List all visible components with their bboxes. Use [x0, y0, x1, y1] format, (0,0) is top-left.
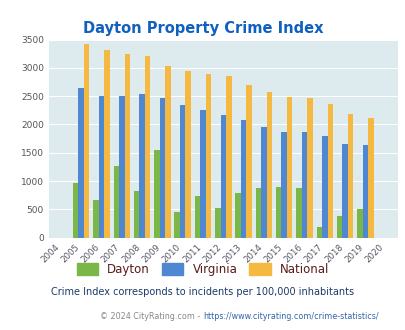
Bar	[139, 94, 145, 238]
Bar	[113, 166, 119, 238]
Bar	[367, 118, 373, 238]
Bar	[159, 98, 165, 238]
Bar	[205, 74, 211, 238]
Legend: Dayton, Virginia, National: Dayton, Virginia, National	[72, 258, 333, 281]
Bar	[301, 132, 307, 238]
Bar	[84, 44, 89, 238]
Bar	[165, 66, 170, 238]
Text: https://www.cityrating.com/crime-statistics/: https://www.cityrating.com/crime-statist…	[202, 312, 378, 321]
Bar	[316, 227, 321, 238]
Bar	[145, 56, 150, 238]
Bar	[307, 98, 312, 238]
Bar	[185, 71, 190, 238]
Bar	[98, 96, 104, 238]
Text: © 2024 CityRating.com -: © 2024 CityRating.com -	[100, 312, 202, 321]
Bar	[93, 200, 98, 238]
Bar	[255, 188, 260, 238]
Bar	[286, 97, 292, 238]
Bar	[134, 191, 139, 238]
Bar	[246, 85, 251, 238]
Bar	[240, 120, 246, 238]
Bar	[362, 146, 367, 238]
Bar	[154, 150, 159, 238]
Bar	[174, 212, 179, 238]
Bar	[281, 132, 286, 238]
Bar	[179, 105, 185, 238]
Bar	[78, 88, 84, 238]
Bar	[119, 96, 124, 238]
Bar	[124, 54, 130, 238]
Bar	[266, 92, 271, 238]
Bar	[220, 115, 226, 238]
Bar	[200, 110, 205, 238]
Bar	[226, 76, 231, 238]
Text: Dayton Property Crime Index: Dayton Property Crime Index	[83, 21, 322, 36]
Bar	[260, 127, 266, 238]
Bar	[341, 144, 347, 238]
Bar	[104, 50, 109, 238]
Bar	[296, 188, 301, 238]
Bar	[194, 196, 200, 238]
Bar	[347, 114, 352, 238]
Bar	[327, 104, 332, 238]
Text: Crime Index corresponds to incidents per 100,000 inhabitants: Crime Index corresponds to incidents per…	[51, 287, 354, 297]
Bar	[215, 208, 220, 238]
Bar	[73, 183, 78, 238]
Bar	[235, 193, 240, 238]
Bar	[336, 216, 341, 238]
Bar	[275, 187, 281, 238]
Bar	[356, 209, 362, 238]
Bar	[321, 136, 327, 238]
